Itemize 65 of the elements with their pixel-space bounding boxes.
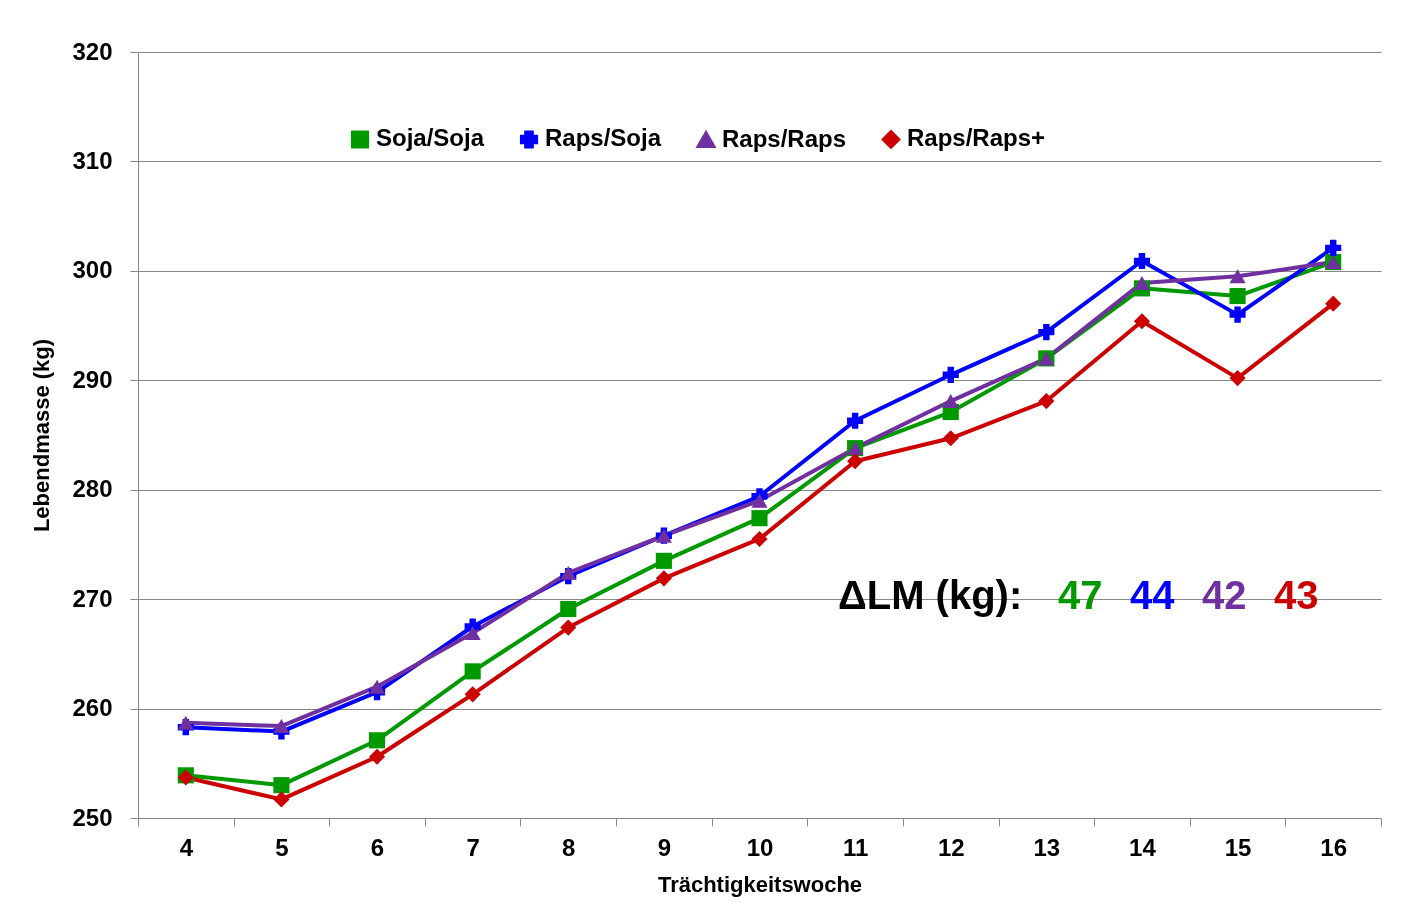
x-tick-label: 11 (842, 833, 869, 861)
point (1229, 269, 1246, 284)
x-tick-label: 4 (179, 833, 194, 861)
y-tick-label: 300 (72, 256, 113, 284)
x-tick-label: 15 (1224, 833, 1252, 861)
x-tick-label: 5 (275, 833, 289, 861)
y-axis-title: Lebendmasse (kg) (29, 338, 55, 533)
point (560, 619, 577, 636)
point (751, 510, 768, 527)
point (464, 663, 481, 680)
point (847, 412, 864, 429)
point (1038, 393, 1055, 410)
annotation: 43 (1274, 573, 1319, 617)
point (273, 777, 290, 794)
x-tick-label: 7 (466, 833, 480, 861)
y-tick-label: 250 (72, 803, 113, 831)
point (751, 493, 768, 508)
point (1325, 239, 1342, 256)
point (1229, 306, 1246, 323)
legend-label: Raps/Raps+ (907, 124, 1046, 152)
point (751, 530, 768, 548)
point (847, 453, 864, 470)
annotation: ΔLM (kg): (838, 573, 1023, 617)
x-tick-label: 13 (1033, 833, 1061, 861)
legend-label: Raps/Raps (722, 124, 847, 152)
point (368, 748, 386, 765)
point (655, 552, 672, 569)
point (655, 570, 672, 587)
x-tick-label: 16 (1320, 833, 1348, 861)
point (942, 394, 959, 409)
point (177, 715, 194, 730)
point (1133, 252, 1151, 270)
x-tick-label: 14 (1129, 833, 1157, 861)
point (464, 626, 481, 641)
x-tick-label: 8 (562, 833, 576, 861)
point (1325, 295, 1342, 312)
point (273, 719, 290, 734)
x-tick-label: 9 (657, 833, 672, 861)
point (368, 679, 386, 694)
point (560, 565, 577, 580)
x-axis-title: Trächtigkeitswoche (657, 871, 863, 897)
point (1229, 287, 1246, 305)
legend-label: Raps/Soja (545, 124, 662, 152)
point (942, 430, 959, 447)
annotation: 47 (1058, 573, 1103, 617)
y-tick-label: 290 (72, 365, 113, 393)
point (368, 732, 386, 749)
x-tick-label: 10 (746, 833, 774, 861)
x-tick-label: 12 (937, 833, 965, 861)
y-tick-label: 320 (72, 37, 113, 65)
point (1133, 275, 1151, 290)
y-tick-label: 280 (72, 475, 113, 503)
x-tick-label: 6 (370, 833, 385, 861)
y-tick-label: 270 (72, 584, 113, 612)
point (1229, 370, 1246, 387)
point (1133, 313, 1151, 330)
annotation: 44 (1130, 573, 1176, 617)
point (464, 686, 481, 703)
point (273, 791, 290, 808)
point (942, 366, 959, 383)
y-tick-label: 260 (72, 694, 113, 722)
point (1038, 324, 1055, 341)
point (560, 600, 577, 618)
y-tick-label: 310 (72, 146, 113, 174)
legend-label: Soja/Soja (376, 124, 485, 152)
